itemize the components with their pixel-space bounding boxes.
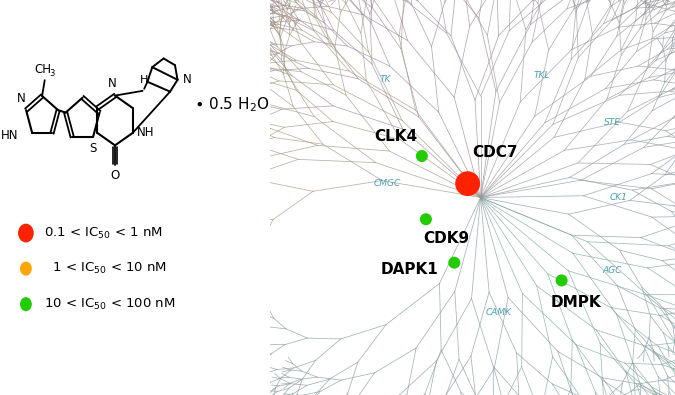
Text: 0.1 < IC$_{50}$ < 1 nM: 0.1 < IC$_{50}$ < 1 nM bbox=[44, 226, 163, 241]
Text: CAMK: CAMK bbox=[486, 308, 512, 316]
Point bbox=[556, 277, 567, 284]
Text: 1 < IC$_{50}$ < 10 nM: 1 < IC$_{50}$ < 10 nM bbox=[44, 261, 167, 276]
Text: DAPK1: DAPK1 bbox=[381, 262, 439, 277]
Text: H: H bbox=[140, 75, 148, 85]
Text: AGC: AGC bbox=[603, 266, 622, 275]
Text: DMPK: DMPK bbox=[550, 295, 601, 310]
Text: $\bullet$ 0.5 H$_2$O: $\bullet$ 0.5 H$_2$O bbox=[194, 95, 270, 114]
Text: 3: 3 bbox=[49, 69, 55, 78]
Text: CMGC: CMGC bbox=[374, 179, 401, 188]
Text: CDC7: CDC7 bbox=[472, 145, 518, 160]
Text: NH: NH bbox=[137, 126, 155, 139]
Text: CH: CH bbox=[34, 63, 51, 76]
Text: CDK9: CDK9 bbox=[423, 231, 469, 246]
Circle shape bbox=[19, 224, 33, 242]
Text: CK1: CK1 bbox=[610, 193, 627, 202]
Text: STE: STE bbox=[603, 118, 621, 127]
Text: HN: HN bbox=[1, 129, 19, 142]
Text: N: N bbox=[107, 77, 116, 90]
Text: O: O bbox=[111, 169, 119, 182]
Text: N: N bbox=[17, 92, 26, 105]
Text: TKL: TKL bbox=[533, 71, 549, 79]
Point bbox=[416, 153, 427, 159]
Circle shape bbox=[21, 298, 31, 310]
Text: N: N bbox=[182, 73, 191, 86]
Text: 10 < IC$_{50}$ < 100 nM: 10 < IC$_{50}$ < 100 nM bbox=[44, 297, 175, 312]
Circle shape bbox=[21, 262, 31, 275]
Text: TK: TK bbox=[380, 75, 391, 83]
Text: CLK4: CLK4 bbox=[374, 129, 417, 144]
Point bbox=[421, 216, 431, 222]
Point bbox=[449, 260, 460, 266]
Point bbox=[462, 181, 473, 187]
Text: S: S bbox=[89, 142, 97, 155]
